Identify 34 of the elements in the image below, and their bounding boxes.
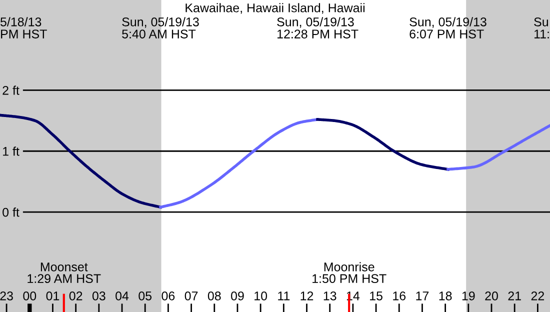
- annotation: 5/18/13 PM HST: [0, 17, 47, 38]
- annotation: Su 11:: [534, 17, 549, 38]
- x-tick-label: 19: [462, 291, 475, 300]
- x-tick-label: 21: [508, 291, 521, 300]
- x-tick-label: 04: [116, 291, 129, 300]
- x-tick-label: 23: [0, 291, 13, 300]
- chart-title: Kawaihae, Hawaii Island, Hawaii: [186, 3, 364, 14]
- x-tick-label: 13: [324, 291, 336, 300]
- x-tick-label: 03: [92, 291, 106, 300]
- x-tick-label: 20: [485, 291, 498, 300]
- x-tick-label: 02: [69, 291, 82, 300]
- x-tick-label: 11: [278, 292, 290, 300]
- x-tick-label: 16: [393, 291, 406, 300]
- x-tick-label: 05: [138, 291, 152, 300]
- x-tick-label: 17: [416, 292, 429, 300]
- x-tick-label: 06: [162, 291, 175, 300]
- ref-line-label: Moonrise 1:50 PM HST: [312, 262, 386, 284]
- ref-line-label: Moonset 1:29 AM HST: [28, 262, 101, 284]
- x-tick-label: 12: [300, 291, 314, 300]
- annotation: Sun, 05/19/13 6:07 PM HST: [410, 17, 486, 38]
- x-tick-label: 08: [208, 291, 221, 300]
- x-tick-label: 00: [23, 291, 36, 300]
- y-tick-label: 0 ft: [2, 208, 20, 217]
- annotation: Sun, 05/19/13 12:28 PM HST: [277, 17, 358, 38]
- x-tick-label: 01: [46, 291, 60, 300]
- annotation: Sun, 05/19/13 5:40 AM HST: [122, 17, 199, 38]
- x-tick-label: 10: [254, 291, 268, 300]
- x-tick-label: 18: [439, 291, 452, 300]
- x-tick-label: 07: [184, 291, 198, 300]
- x-tick-label: 22: [531, 291, 544, 300]
- x-tick-label: 15: [370, 292, 382, 300]
- y-tick-label: 2 ft: [2, 86, 20, 95]
- x-tick-label: 09: [231, 291, 244, 300]
- y-tick-label: 1 ft: [3, 146, 20, 156]
